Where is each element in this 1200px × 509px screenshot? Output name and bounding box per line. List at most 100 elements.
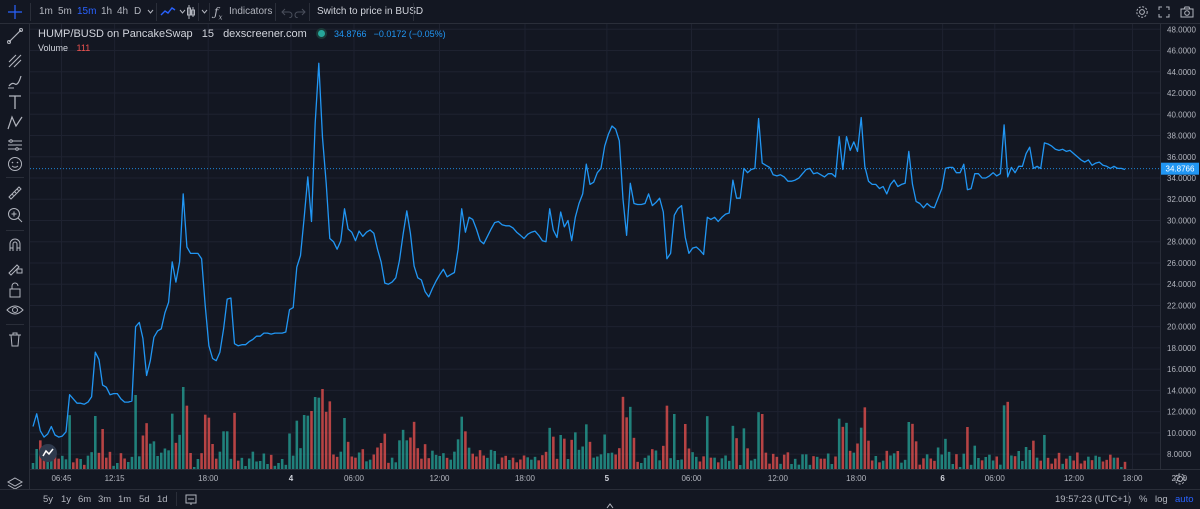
volume-bar bbox=[376, 447, 379, 469]
volume-bar bbox=[1068, 455, 1072, 469]
current-price-badge: 34.8766 bbox=[1161, 162, 1199, 175]
line-chart-type-icon[interactable] bbox=[160, 5, 176, 19]
volume-bar bbox=[398, 440, 401, 469]
emoji-icon[interactable] bbox=[6, 155, 24, 173]
volume-bar bbox=[79, 459, 82, 469]
volume-bar bbox=[665, 405, 669, 469]
volume-bar bbox=[1017, 451, 1021, 469]
y-tick-label: 42.0000 bbox=[1167, 89, 1196, 98]
price-axis[interactable]: 48.0000 46.0000 44.0000 42.0000 40.0000 38.00… bbox=[1167, 25, 1196, 459]
volume-bar bbox=[101, 429, 104, 469]
volume-bar bbox=[1061, 463, 1064, 469]
dexscreener-logo[interactable] bbox=[39, 444, 57, 462]
brush-icon[interactable] bbox=[6, 72, 24, 90]
volume-bar bbox=[980, 460, 984, 469]
range-1y[interactable]: 1y bbox=[61, 494, 72, 505]
camera-icon[interactable] bbox=[1180, 6, 1194, 18]
switch-price-button[interactable]: Switch to price in BUSD bbox=[317, 6, 424, 17]
x-tick-label: 06:00 bbox=[985, 474, 1006, 483]
y-tick-label: 32.0000 bbox=[1167, 195, 1196, 204]
volume-bar bbox=[478, 450, 482, 469]
volume-bar bbox=[112, 465, 115, 469]
volume-bar bbox=[189, 453, 192, 469]
trash-icon[interactable] bbox=[6, 330, 24, 348]
pattern-icon[interactable] bbox=[6, 114, 24, 132]
volume-bar bbox=[383, 433, 387, 469]
range-3m[interactable]: 3m bbox=[98, 494, 112, 505]
source-label: dexscreener.com bbox=[223, 28, 307, 40]
volume-bar bbox=[683, 424, 687, 469]
range-6m[interactable]: 6m bbox=[78, 494, 92, 505]
crosshair-icon[interactable] bbox=[8, 5, 22, 19]
magnet-icon[interactable] bbox=[6, 236, 24, 254]
volume-bar bbox=[427, 458, 431, 469]
trend-line-icon[interactable] bbox=[6, 27, 24, 45]
range-5y[interactable]: 5y bbox=[43, 494, 54, 505]
volume-bar bbox=[999, 464, 1002, 469]
axis-settings-icon[interactable] bbox=[1174, 473, 1186, 485]
volume-bar bbox=[1024, 447, 1028, 469]
log-toggle[interactable]: log bbox=[1155, 494, 1168, 505]
volume-bar bbox=[588, 441, 592, 469]
volume-bar bbox=[130, 456, 134, 469]
gear-icon[interactable] bbox=[1135, 5, 1149, 19]
interval-4h[interactable]: 4h bbox=[117, 6, 129, 17]
y-tick-label: 14.0000 bbox=[1167, 386, 1196, 395]
fib-retracement-icon[interactable] bbox=[6, 52, 24, 70]
volume-bar bbox=[471, 453, 475, 469]
price-chart[interactable]: 48.000046.000044.000042.000040.000038.00… bbox=[30, 24, 1200, 489]
indicators-icon[interactable]: ƒx bbox=[214, 5, 223, 22]
eye-icon[interactable] bbox=[6, 301, 24, 319]
indicators-button[interactable]: Indicators bbox=[229, 6, 273, 17]
volume-bar bbox=[988, 454, 991, 469]
symbol-title[interactable]: HUMP/BUSD on PancakeSwap bbox=[38, 28, 193, 40]
volume-bar bbox=[1046, 457, 1050, 469]
lock-icon[interactable] bbox=[6, 281, 24, 299]
interval-15m[interactable]: 15m bbox=[77, 6, 97, 17]
ruler-icon[interactable] bbox=[6, 184, 24, 202]
scroll-arrow-icon[interactable] bbox=[606, 503, 614, 509]
volume-bar bbox=[222, 431, 225, 469]
y-tick-label: 8.0000 bbox=[1167, 450, 1192, 459]
goto-date-icon[interactable] bbox=[185, 494, 197, 505]
time-axis[interactable]: 06:45 12:15 18:00 4 06:00 12:00 18:00 5 06:00 12:… bbox=[51, 474, 1187, 483]
candlestick-icon[interactable] bbox=[186, 4, 196, 20]
volume-bar bbox=[357, 452, 361, 469]
volume-bar bbox=[618, 448, 621, 469]
interval-1h[interactable]: 1h bbox=[101, 6, 113, 17]
volume-bar bbox=[258, 461, 262, 469]
volume-bar bbox=[273, 465, 277, 469]
volume-bar bbox=[962, 453, 966, 469]
chevron-down-icon[interactable] bbox=[201, 8, 208, 15]
auto-toggle[interactable]: auto bbox=[1175, 494, 1194, 505]
chevron-down-icon[interactable] bbox=[147, 8, 154, 15]
volume-bar bbox=[691, 452, 694, 469]
volume-bar bbox=[559, 435, 562, 469]
text-tool-icon[interactable] bbox=[6, 93, 24, 111]
volume-bar bbox=[643, 457, 647, 469]
undo-icon[interactable] bbox=[281, 6, 293, 18]
percent-toggle[interactable]: % bbox=[1139, 494, 1148, 505]
lock-draw-icon[interactable] bbox=[6, 258, 24, 276]
interval-5m[interactable]: 5m bbox=[58, 6, 72, 17]
y-tick-label: 34.0000 bbox=[1167, 174, 1196, 183]
interval-D[interactable]: D bbox=[134, 6, 142, 17]
range-5d[interactable]: 5d bbox=[139, 494, 150, 505]
chevron-down-icon[interactable] bbox=[179, 8, 186, 15]
volume-bar bbox=[607, 453, 610, 469]
zoom-in-icon[interactable] bbox=[6, 206, 24, 224]
volume-bar bbox=[801, 454, 804, 469]
volume-bar bbox=[233, 412, 236, 469]
volume-bar bbox=[958, 467, 962, 469]
fullscreen-icon[interactable] bbox=[1158, 6, 1170, 18]
range-1m[interactable]: 1m bbox=[118, 494, 132, 505]
range-1d[interactable]: 1d bbox=[157, 494, 168, 505]
volume-bar bbox=[1002, 405, 1006, 469]
volume-bar bbox=[313, 397, 317, 469]
volume-bar bbox=[555, 458, 559, 469]
interval-1m[interactable]: 1m bbox=[39, 6, 53, 17]
volume-legend: Volume 111 bbox=[38, 43, 90, 53]
measure-icon[interactable] bbox=[6, 136, 24, 154]
volume-bar bbox=[137, 456, 141, 469]
redo-icon[interactable] bbox=[294, 6, 306, 18]
